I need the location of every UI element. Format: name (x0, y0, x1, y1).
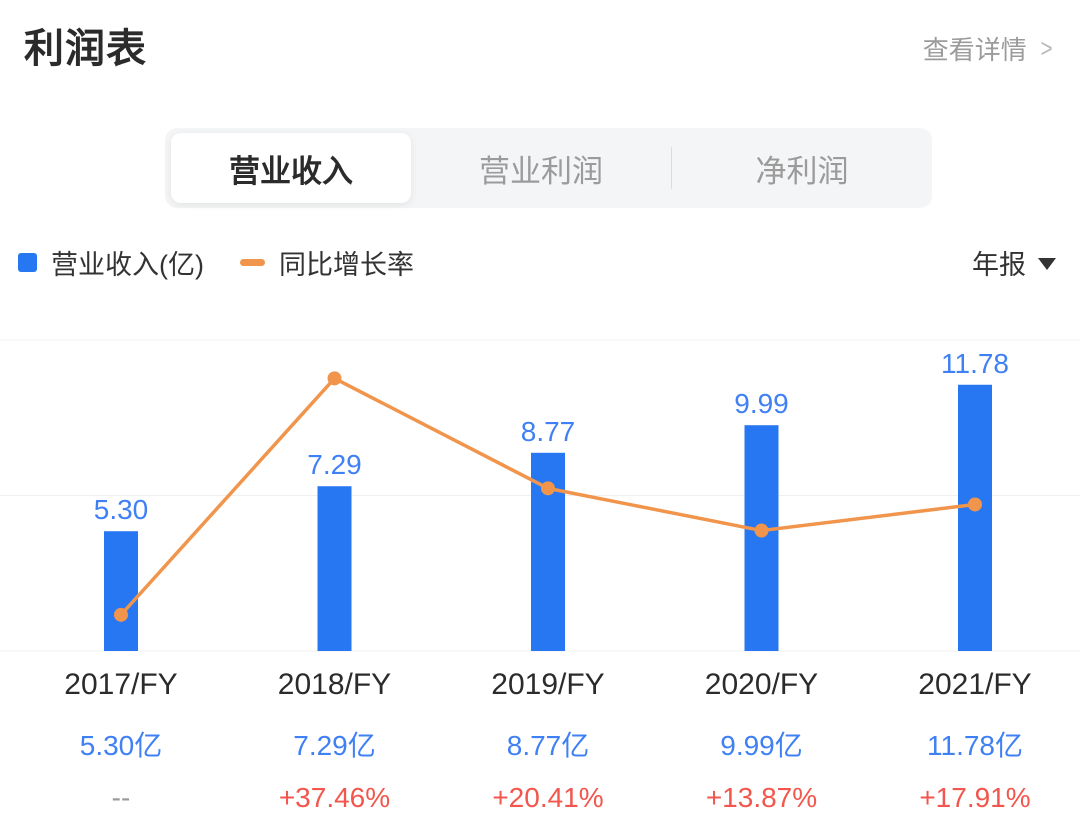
page-title: 利润表 (24, 27, 147, 71)
revenue-value-row: 5.30亿 7.29亿 8.77亿 9.99亿 11.78亿 (0, 724, 1080, 761)
fiscal-year-label: 2020/FY (704, 668, 819, 701)
chart-legend: 营业收入(亿) 同比增长率 (18, 243, 414, 282)
fiscal-year-label: 2017/FY (64, 668, 178, 701)
period-label: 年报 (972, 249, 1026, 280)
view-details-link[interactable]: 查看详情 > (923, 30, 1054, 67)
fiscal-year-label: 2019/FY (491, 668, 605, 701)
bar-value-label: 9.99 (734, 388, 789, 419)
period-dropdown[interactable]: 年报 (972, 243, 1056, 282)
legend-row: 营业收入(亿) 同比增长率 年报 (0, 244, 1080, 280)
growth-value: +13.87% (705, 782, 818, 813)
tab-operating-revenue[interactable]: 营业收入 (171, 133, 411, 203)
tab-divider (671, 147, 672, 189)
fiscal-year-label: 2021/FY (918, 668, 1032, 701)
tab-net-profit[interactable]: 净利润 (755, 153, 849, 189)
line-series-swatch-icon (239, 258, 265, 266)
legend-line-label: 同比增长率 (278, 249, 414, 280)
bar-series-swatch-icon (18, 252, 37, 272)
revenue-bar-2017[interactable] (104, 531, 138, 651)
revenue-bar-2018[interactable] (317, 486, 352, 651)
growth-value: +20.41% (492, 782, 604, 813)
growth-value-row: -- +37.46% +20.41% +13.87% +17.91% (0, 782, 1080, 818)
growth-value: +17.91% (919, 782, 1031, 813)
growth-value: -- (111, 782, 131, 813)
bar-value-label: 8.77 (521, 416, 576, 447)
revenue-bar-2021[interactable] (958, 384, 992, 651)
revenue-value: 5.30亿 (79, 730, 163, 761)
caret-down-icon (1038, 257, 1056, 270)
revenue-value: 7.29亿 (293, 730, 376, 761)
revenue-bar-2020[interactable] (744, 425, 779, 651)
growth-point-2017[interactable] (114, 607, 128, 622)
revenue-value: 11.78亿 (927, 730, 1023, 761)
chevron-right-icon: > (1040, 33, 1053, 63)
fiscal-year-label-row: 2017/FY 2018/FY 2019/FY 2020/FY 2021/FY (0, 668, 1080, 704)
growth-point-2018[interactable] (327, 371, 342, 386)
growth-point-2020[interactable] (754, 523, 769, 538)
bar-value-label: 5.30 (94, 494, 149, 525)
legend-bar-label: 营业收入(亿) (51, 249, 204, 280)
revenue-value: 9.99亿 (720, 730, 803, 761)
bar-value-label: 11.78 (941, 348, 1009, 379)
growth-value: +37.46% (278, 782, 391, 813)
fiscal-year-label: 2018/FY (277, 668, 392, 701)
revenue-value: 8.77亿 (506, 730, 590, 761)
bar-value-label: 7.29 (307, 449, 362, 480)
growth-point-2021[interactable] (968, 497, 982, 512)
growth-point-2019[interactable] (541, 481, 555, 496)
revenue-combo-chart[interactable]: 5.30 7.29 8.77 9.99 11.78 (0, 330, 1080, 660)
tab-operating-profit[interactable]: 营业利润 (479, 153, 603, 189)
metric-tab-bar: 营业收入 营业利润 净利润 (165, 128, 932, 208)
legend-item-revenue[interactable]: 营业收入(亿) (18, 243, 204, 282)
view-details-label: 查看详情 (922, 35, 1027, 65)
legend-item-growth[interactable]: 同比增长率 (239, 243, 414, 282)
